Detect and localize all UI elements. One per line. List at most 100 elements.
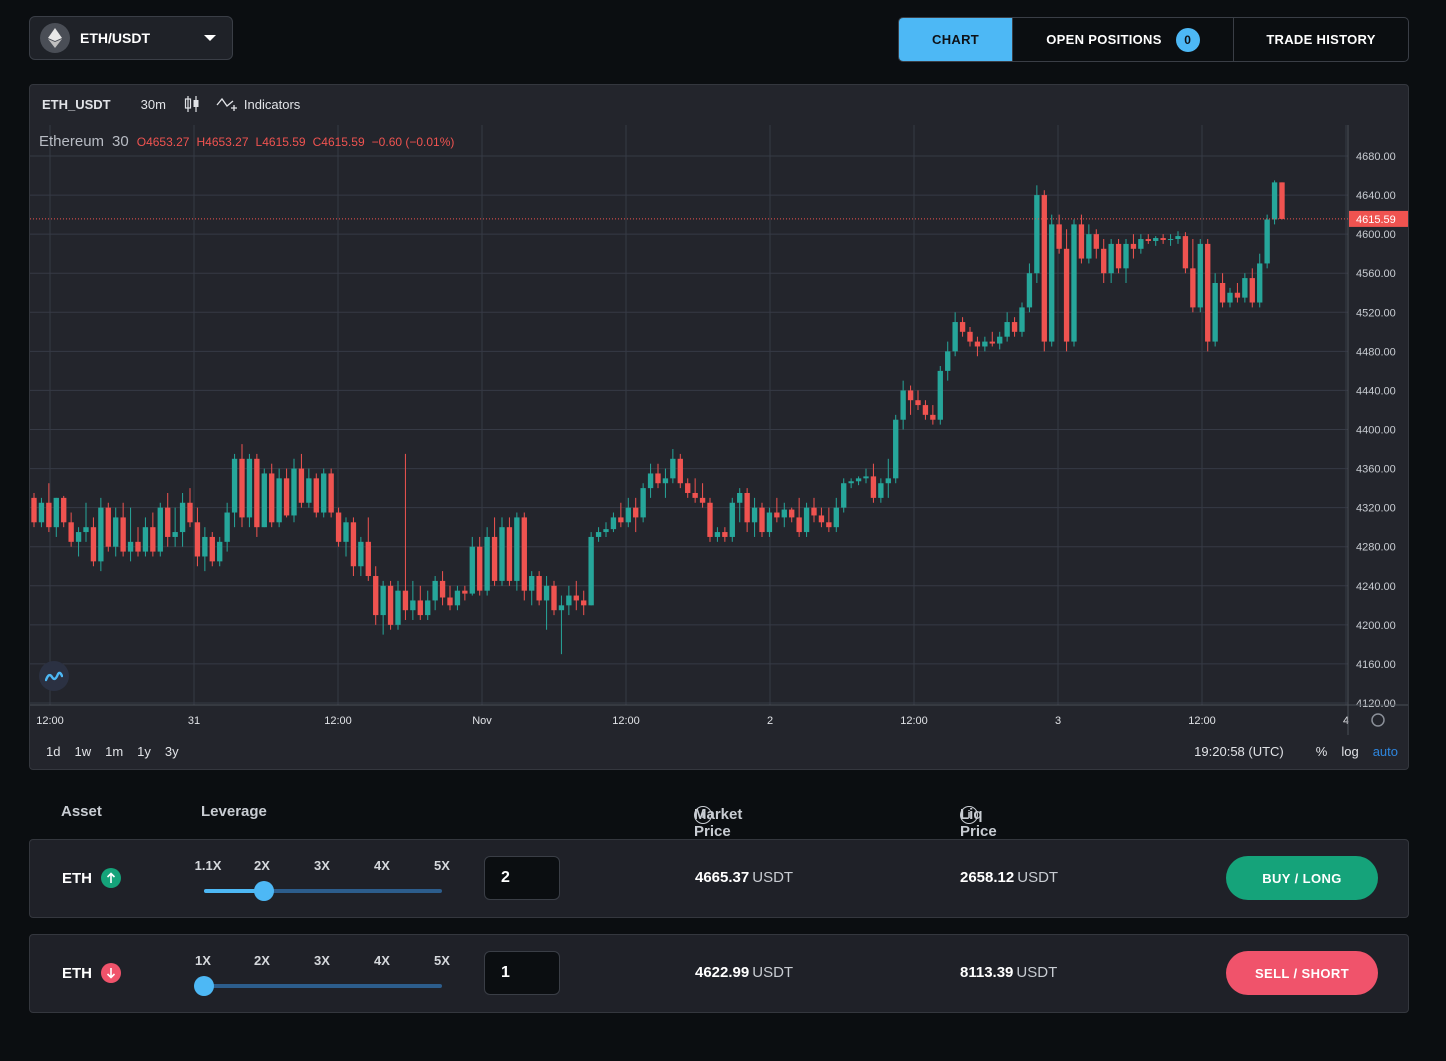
- leverage-tick[interactable]: 2X: [254, 858, 270, 873]
- tradingview-logo-icon[interactable]: [39, 661, 69, 691]
- ethereum-icon: [40, 23, 70, 53]
- x-tick-label: 12:00: [612, 715, 640, 727]
- info-icon[interactable]: i: [960, 806, 978, 824]
- slider-thumb[interactable]: [253, 881, 274, 901]
- slider-track[interactable]: [204, 984, 442, 988]
- candle-body: [774, 512, 780, 518]
- range-1w[interactable]: 1w: [74, 744, 92, 759]
- candle-body: [417, 600, 423, 616]
- liq-price-unit: USDT: [1017, 869, 1059, 886]
- candle-body: [477, 546, 483, 591]
- sell-short-button[interactable]: SELL / SHORT: [1226, 951, 1378, 995]
- liq-price-value: 8113.39: [960, 964, 1014, 981]
- leverage-tick[interactable]: 5X: [434, 858, 450, 873]
- change-value: −0.60 (−0.01%): [371, 135, 455, 149]
- x-tick-label: 12:00: [36, 715, 64, 727]
- pair-selector[interactable]: ETH/USDT: [29, 16, 233, 60]
- candle-body: [670, 458, 676, 479]
- y-tick-label: 4600.00: [1356, 229, 1396, 241]
- candle-body: [90, 527, 97, 562]
- leverage-tick[interactable]: 1.1X: [194, 858, 222, 873]
- ohlc-values: O4653.27 H4653.27 L4615.59 C4615.59 −0.6…: [137, 135, 455, 149]
- candle-body: [68, 522, 74, 542]
- gear-icon[interactable]: [1371, 713, 1385, 727]
- chart-symbol[interactable]: ETH_USDT: [42, 96, 111, 112]
- info-icon[interactable]: i: [694, 806, 712, 824]
- legend-name: Ethereum: [39, 133, 105, 150]
- close-value: 4615.59: [321, 135, 365, 149]
- candle-style-icon[interactable]: [184, 95, 200, 113]
- leverage-tick[interactable]: 4X: [374, 858, 390, 873]
- market-price-unit: USDT: [752, 964, 794, 981]
- leverage-tick[interactable]: 3X: [314, 858, 330, 873]
- candle-body: [744, 492, 750, 523]
- tab-chart[interactable]: CHART: [899, 18, 1013, 61]
- last-price-tag: [1349, 210, 1408, 227]
- tab-open-positions[interactable]: OPEN POSITIONS 0: [1013, 18, 1234, 61]
- candle-body: [893, 419, 899, 479]
- range-1y[interactable]: 1y: [137, 744, 151, 759]
- candle-body: [269, 473, 275, 523]
- y-tick-label: 4200.00: [1356, 620, 1396, 632]
- log-scale-toggle[interactable]: log: [1341, 744, 1359, 759]
- range-3y[interactable]: 3y: [164, 744, 179, 759]
- candle-body: [1160, 238, 1166, 241]
- candle-body: [454, 590, 461, 606]
- candle-body: [685, 483, 691, 493]
- candle-body: [179, 502, 186, 533]
- candle-body: [1086, 234, 1092, 259]
- tab-trade-history-label: TRADE HISTORY: [1266, 32, 1376, 47]
- candle-body: [989, 341, 995, 344]
- candle-body: [321, 473, 327, 513]
- candle-body: [982, 341, 988, 347]
- candle-body: [187, 502, 193, 523]
- leverage-tick[interactable]: 4X: [374, 953, 390, 968]
- range-1d[interactable]: 1d: [46, 744, 61, 759]
- candle-body: [625, 507, 631, 523]
- candle-body: [536, 576, 542, 601]
- candle-body: [1056, 224, 1062, 249]
- candle-body: [1078, 224, 1085, 259]
- auto-scale-toggle[interactable]: auto: [1372, 744, 1398, 759]
- y-tick-label: 4280.00: [1356, 542, 1396, 554]
- percent-scale-toggle[interactable]: %: [1315, 744, 1328, 759]
- chevron-down-icon[interactable]: [204, 35, 216, 41]
- leverage-input[interactable]: [484, 951, 560, 995]
- ohlc-legend: Ethereum 30 O4653.27 H4653.27 L4615.59 C…: [39, 133, 454, 150]
- buy-long-button[interactable]: BUY / LONG: [1226, 856, 1378, 900]
- arrow-down-icon: [101, 963, 121, 983]
- leverage-slider[interactable]: 1X 2X 3X 4X 5X: [194, 953, 456, 997]
- leverage-tick[interactable]: 1X: [195, 953, 211, 968]
- leverage-tick[interactable]: 5X: [434, 953, 450, 968]
- candle-body: [98, 507, 104, 562]
- y-tick-label: 4560.00: [1356, 268, 1396, 280]
- candlestick-chart[interactable]: 4680.00 4640.00 4600.00 4560.00 4520.00 4480.…: [30, 85, 1409, 770]
- low-value: 4615.59: [262, 135, 306, 149]
- candle-body: [127, 541, 134, 552]
- candle-body: [61, 497, 67, 523]
- arrow-up-icon: [101, 868, 121, 888]
- candle-body: [1138, 239, 1144, 249]
- tab-trade-history[interactable]: TRADE HISTORY: [1234, 18, 1408, 61]
- leverage-slider[interactable]: 1.1X 2X 3X 4X 5X: [194, 858, 456, 902]
- utc-clock[interactable]: 19:20:58 (UTC): [1194, 744, 1284, 759]
- candle-body: [402, 590, 409, 611]
- range-1m[interactable]: 1m: [105, 744, 124, 759]
- indicators-button[interactable]: Indicators: [216, 96, 300, 112]
- candle-body: [298, 468, 305, 503]
- interval-selector[interactable]: 30m: [140, 96, 166, 112]
- leverage-tick[interactable]: 3X: [314, 953, 330, 968]
- slider-thumb[interactable]: [194, 976, 214, 996]
- x-tick-label: Nov: [472, 715, 492, 727]
- leverage-input[interactable]: [484, 856, 560, 900]
- y-tick-label: 4480.00: [1356, 346, 1396, 358]
- candle-body: [1093, 234, 1099, 249]
- candle-body: [202, 536, 208, 557]
- slider-track[interactable]: [204, 889, 442, 893]
- candle-body: [551, 585, 557, 611]
- indicators-label: Indicators: [243, 96, 301, 112]
- candle-body: [1271, 182, 1278, 220]
- candle-body: [142, 527, 149, 552]
- leverage-tick[interactable]: 2X: [254, 953, 270, 968]
